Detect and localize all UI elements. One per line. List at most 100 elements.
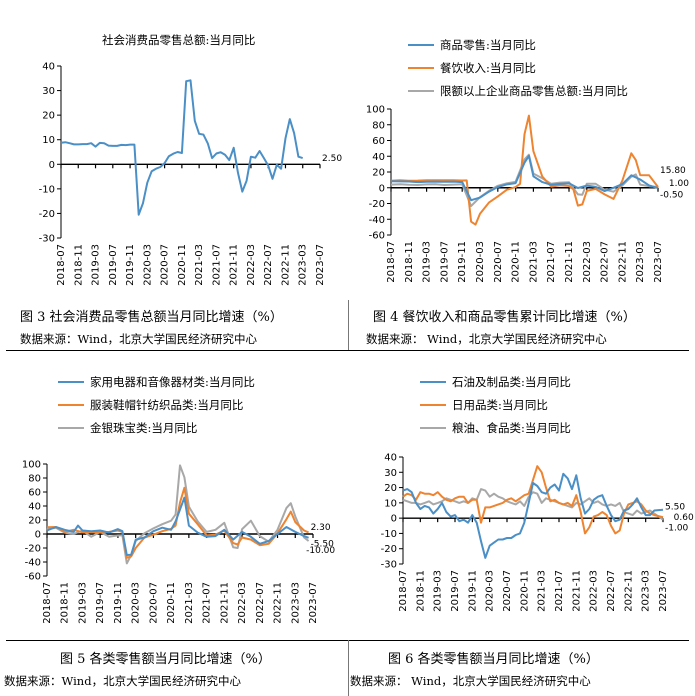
x-tick-label: 2023-07 xyxy=(315,244,326,286)
y-tick-label: 100 xyxy=(366,105,385,116)
x-tick-label: 2019-11 xyxy=(113,582,124,624)
legend-item: 餐饮收入:当月同比 xyxy=(408,56,628,79)
x-tick-label: 2021-11 xyxy=(229,244,240,286)
x-tick-label: 2023-03 xyxy=(290,582,301,624)
x-tick-label: 2022-03 xyxy=(237,582,248,624)
series-line-1 xyxy=(390,154,659,202)
y-tick-label: -10 xyxy=(381,529,397,540)
x-tick-label: 2021-03 xyxy=(194,244,205,286)
x-tick-label: 2019-11 xyxy=(125,244,136,286)
data-label: 1.00 xyxy=(669,179,689,189)
legend-fig5: 家用电器和音像器材类:当月同比 服装鞋帽针纺织品类:当月同比 金银珠宝类:当月同… xyxy=(58,370,255,439)
x-tick-label: 2019-07 xyxy=(450,570,461,612)
x-tick-label: 2023-03 xyxy=(641,570,652,612)
x-tick-label: 2022-03 xyxy=(589,570,600,612)
y-tick-label: -20 xyxy=(39,209,55,220)
x-tick-label: 2020-07 xyxy=(502,570,513,612)
x-tick-label: 2019-11 xyxy=(457,241,468,283)
chart-fig5: -60 -40 -20 0 20 40 60 80 100 2.30 -5.50-10.00 2018… xyxy=(22,460,336,624)
x-tick-label: 2021-07 xyxy=(554,570,565,612)
x-tick-label: 2018-07 xyxy=(398,570,409,612)
x-tick-label: 2022-07 xyxy=(263,244,274,286)
x-tick-label: 2020-03 xyxy=(131,582,142,624)
legend-swatch xyxy=(420,426,446,429)
x-tick-label: 2018-07 xyxy=(386,241,397,283)
x-tick-label: 2022-11 xyxy=(623,570,634,612)
x-tick-label: 2023-03 xyxy=(635,241,646,283)
legend-item: 家用电器和音像器材类:当月同比 xyxy=(58,370,255,393)
legend-fig4: 商品零售:当月同比 餐饮收入:当月同比 限额以上企业商品零售总额:当月同比 xyxy=(408,33,628,102)
legend-swatch xyxy=(58,426,84,429)
x-tick-label: 2018-07 xyxy=(42,582,53,624)
legend-item: 日用品类:当月同比 xyxy=(420,393,571,416)
x-tick-label: 2018-11 xyxy=(415,570,426,612)
legend-swatch xyxy=(408,43,434,46)
x-tick-label: 2021-07 xyxy=(211,244,222,286)
caption-fig4: 图 4 餐饮收入和商品零售累计同比增速（%） xyxy=(373,310,636,325)
column-divider xyxy=(348,640,349,696)
x-tick-label: 2021-07 xyxy=(202,582,213,624)
source-fig5: 数据来源：Wind，北京大学国民经济研究中心 xyxy=(4,674,242,688)
y-tick-label: -30 xyxy=(381,560,397,571)
legend-swatch xyxy=(58,380,84,383)
y-tick-label: 80 xyxy=(28,474,41,485)
legend-item: 限额以上企业商品零售总额:当月同比 xyxy=(408,79,628,102)
data-label: -0.50 xyxy=(660,191,684,201)
x-tick-label: 2022-07 xyxy=(600,241,611,283)
chart-title-fig3: 社会消费品零售总额:当月同比 xyxy=(102,33,256,47)
legend-label: 限额以上企业商品零售总额:当月同比 xyxy=(440,83,628,98)
y-tick-label: 0 xyxy=(379,183,385,194)
x-tick-label: 2021-11 xyxy=(564,241,575,283)
legend-label: 石油及制品类:当月同比 xyxy=(452,374,571,389)
legend-label: 家用电器和音像器材类:当月同比 xyxy=(90,374,255,389)
x-tick-label: 2023-07 xyxy=(653,241,664,283)
y-tick-label: -60 xyxy=(25,572,41,583)
y-tick-label: 30 xyxy=(384,468,397,479)
legend-swatch xyxy=(420,403,446,406)
x-tick-label: 2021-03 xyxy=(537,570,548,612)
x-tick-label: 2020-03 xyxy=(142,244,153,286)
x-tick-label: 2023-07 xyxy=(658,570,669,612)
data-label: -1.00 xyxy=(665,523,689,533)
x-tick-label: 2022-11 xyxy=(273,582,284,624)
y-tick-label: -30 xyxy=(39,234,55,245)
column-divider xyxy=(348,300,349,350)
y-tick-label: 0 xyxy=(49,160,55,171)
legend-fig6: 石油及制品类:当月同比 日用品类:当月同比 粮油、食品类:当月同比 xyxy=(420,370,571,439)
y-tick-label: 60 xyxy=(28,488,41,499)
x-tick-label: 2022-11 xyxy=(617,241,628,283)
x-tick-label: 2020-07 xyxy=(160,244,171,286)
legend-label: 餐饮收入:当月同比 xyxy=(440,60,536,75)
y-tick-label: 100 xyxy=(22,460,41,471)
y-tick-label: 60 xyxy=(372,136,385,147)
caption-fig5: 图 5 各类零售额当月同比增速（%） xyxy=(60,652,271,667)
x-tick-label: 2019-03 xyxy=(91,244,102,286)
x-tick-label: 2022-07 xyxy=(255,582,266,624)
y-tick-label: 30 xyxy=(42,86,55,97)
legend-swatch xyxy=(408,66,434,69)
x-tick-label: 2020-11 xyxy=(519,570,530,612)
source-fig3: 数据来源：Wind，北京大学国民经济研究中心 xyxy=(20,332,258,346)
x-tick-label: 2018-07 xyxy=(56,244,67,286)
x-tick-label: 2018-11 xyxy=(73,244,84,286)
y-tick-label: 40 xyxy=(28,502,41,513)
caption-fig6: 图 6 各类零售额当月同比增速（%） xyxy=(388,652,599,667)
legend-label: 金银珠宝类:当月同比 xyxy=(90,420,198,435)
legend-item: 金银珠宝类:当月同比 xyxy=(58,416,255,439)
x-tick-label: 2020-07 xyxy=(148,582,159,624)
source-fig6: 数据来源： Wind，北京大学国民经济研究中心 xyxy=(350,674,591,688)
x-tick-label: 2022-07 xyxy=(606,570,617,612)
legend-label: 服装鞋帽针纺织品类:当月同比 xyxy=(90,397,244,412)
x-tick-label: 2020-07 xyxy=(493,241,504,283)
x-tick-label: 2022-03 xyxy=(582,241,593,283)
y-tick-label: 10 xyxy=(384,498,397,509)
y-tick-label: -20 xyxy=(381,544,397,555)
x-tick-label: 2021-03 xyxy=(184,582,195,624)
data-label: 15.80 xyxy=(660,166,686,176)
x-tick-label: 2020-03 xyxy=(485,570,496,612)
series-line-1 xyxy=(60,79,304,216)
caption-fig3: 图 3 社会消费品零售总额当月同比增速（%） xyxy=(20,310,283,325)
y-tick-label: -40 xyxy=(25,558,41,569)
chart-fig4: -60 -40 -20 0 20 40 60 80 100 15.80 1.00 -0.50 2018-… xyxy=(366,105,689,283)
y-tick-label: 10 xyxy=(42,135,55,146)
